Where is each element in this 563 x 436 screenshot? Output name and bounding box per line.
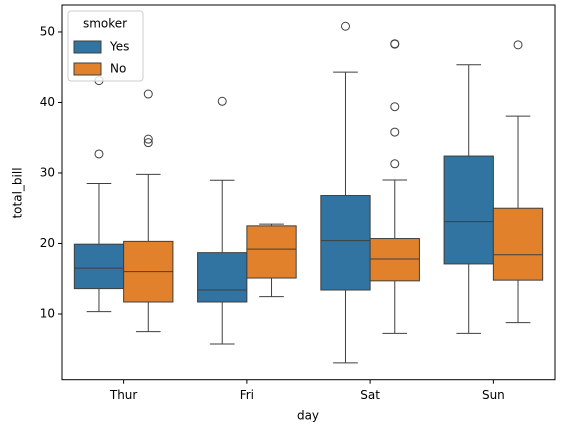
legend-swatch (73, 40, 102, 54)
y-axis-label: total_bill (11, 167, 25, 218)
y-tick-label: 40 (40, 95, 55, 109)
outlier (390, 39, 400, 49)
outlier (390, 159, 400, 169)
box (443, 155, 494, 265)
legend-label: No (110, 62, 126, 76)
y-tick-label: 30 (40, 165, 55, 179)
box (197, 252, 248, 303)
legend-swatch (73, 62, 102, 76)
y-tick-label: 50 (40, 24, 55, 38)
box (369, 238, 420, 282)
x-tick-label: Sat (360, 388, 380, 402)
box (492, 207, 544, 281)
box (246, 225, 297, 279)
outlier (143, 138, 153, 148)
x-tick-label: Fri (240, 388, 254, 402)
box (320, 195, 371, 291)
legend-title: smoker (83, 17, 127, 31)
x-axis-label: day (297, 409, 319, 423)
outlier (143, 89, 153, 99)
outlier (143, 134, 153, 144)
outlier (340, 21, 350, 31)
legend-label: Yes (109, 40, 129, 54)
y-tick-label: 20 (40, 236, 55, 250)
y-tick-label: 10 (40, 306, 55, 320)
outlier (94, 149, 104, 159)
outlier (390, 102, 400, 112)
outlier (217, 96, 227, 106)
plot-frame (61, 4, 556, 381)
box (73, 243, 125, 290)
outlier (390, 127, 400, 137)
x-tick-label: Thur (109, 388, 138, 402)
x-tick-label: Sun (482, 388, 505, 402)
outlier (513, 40, 523, 50)
